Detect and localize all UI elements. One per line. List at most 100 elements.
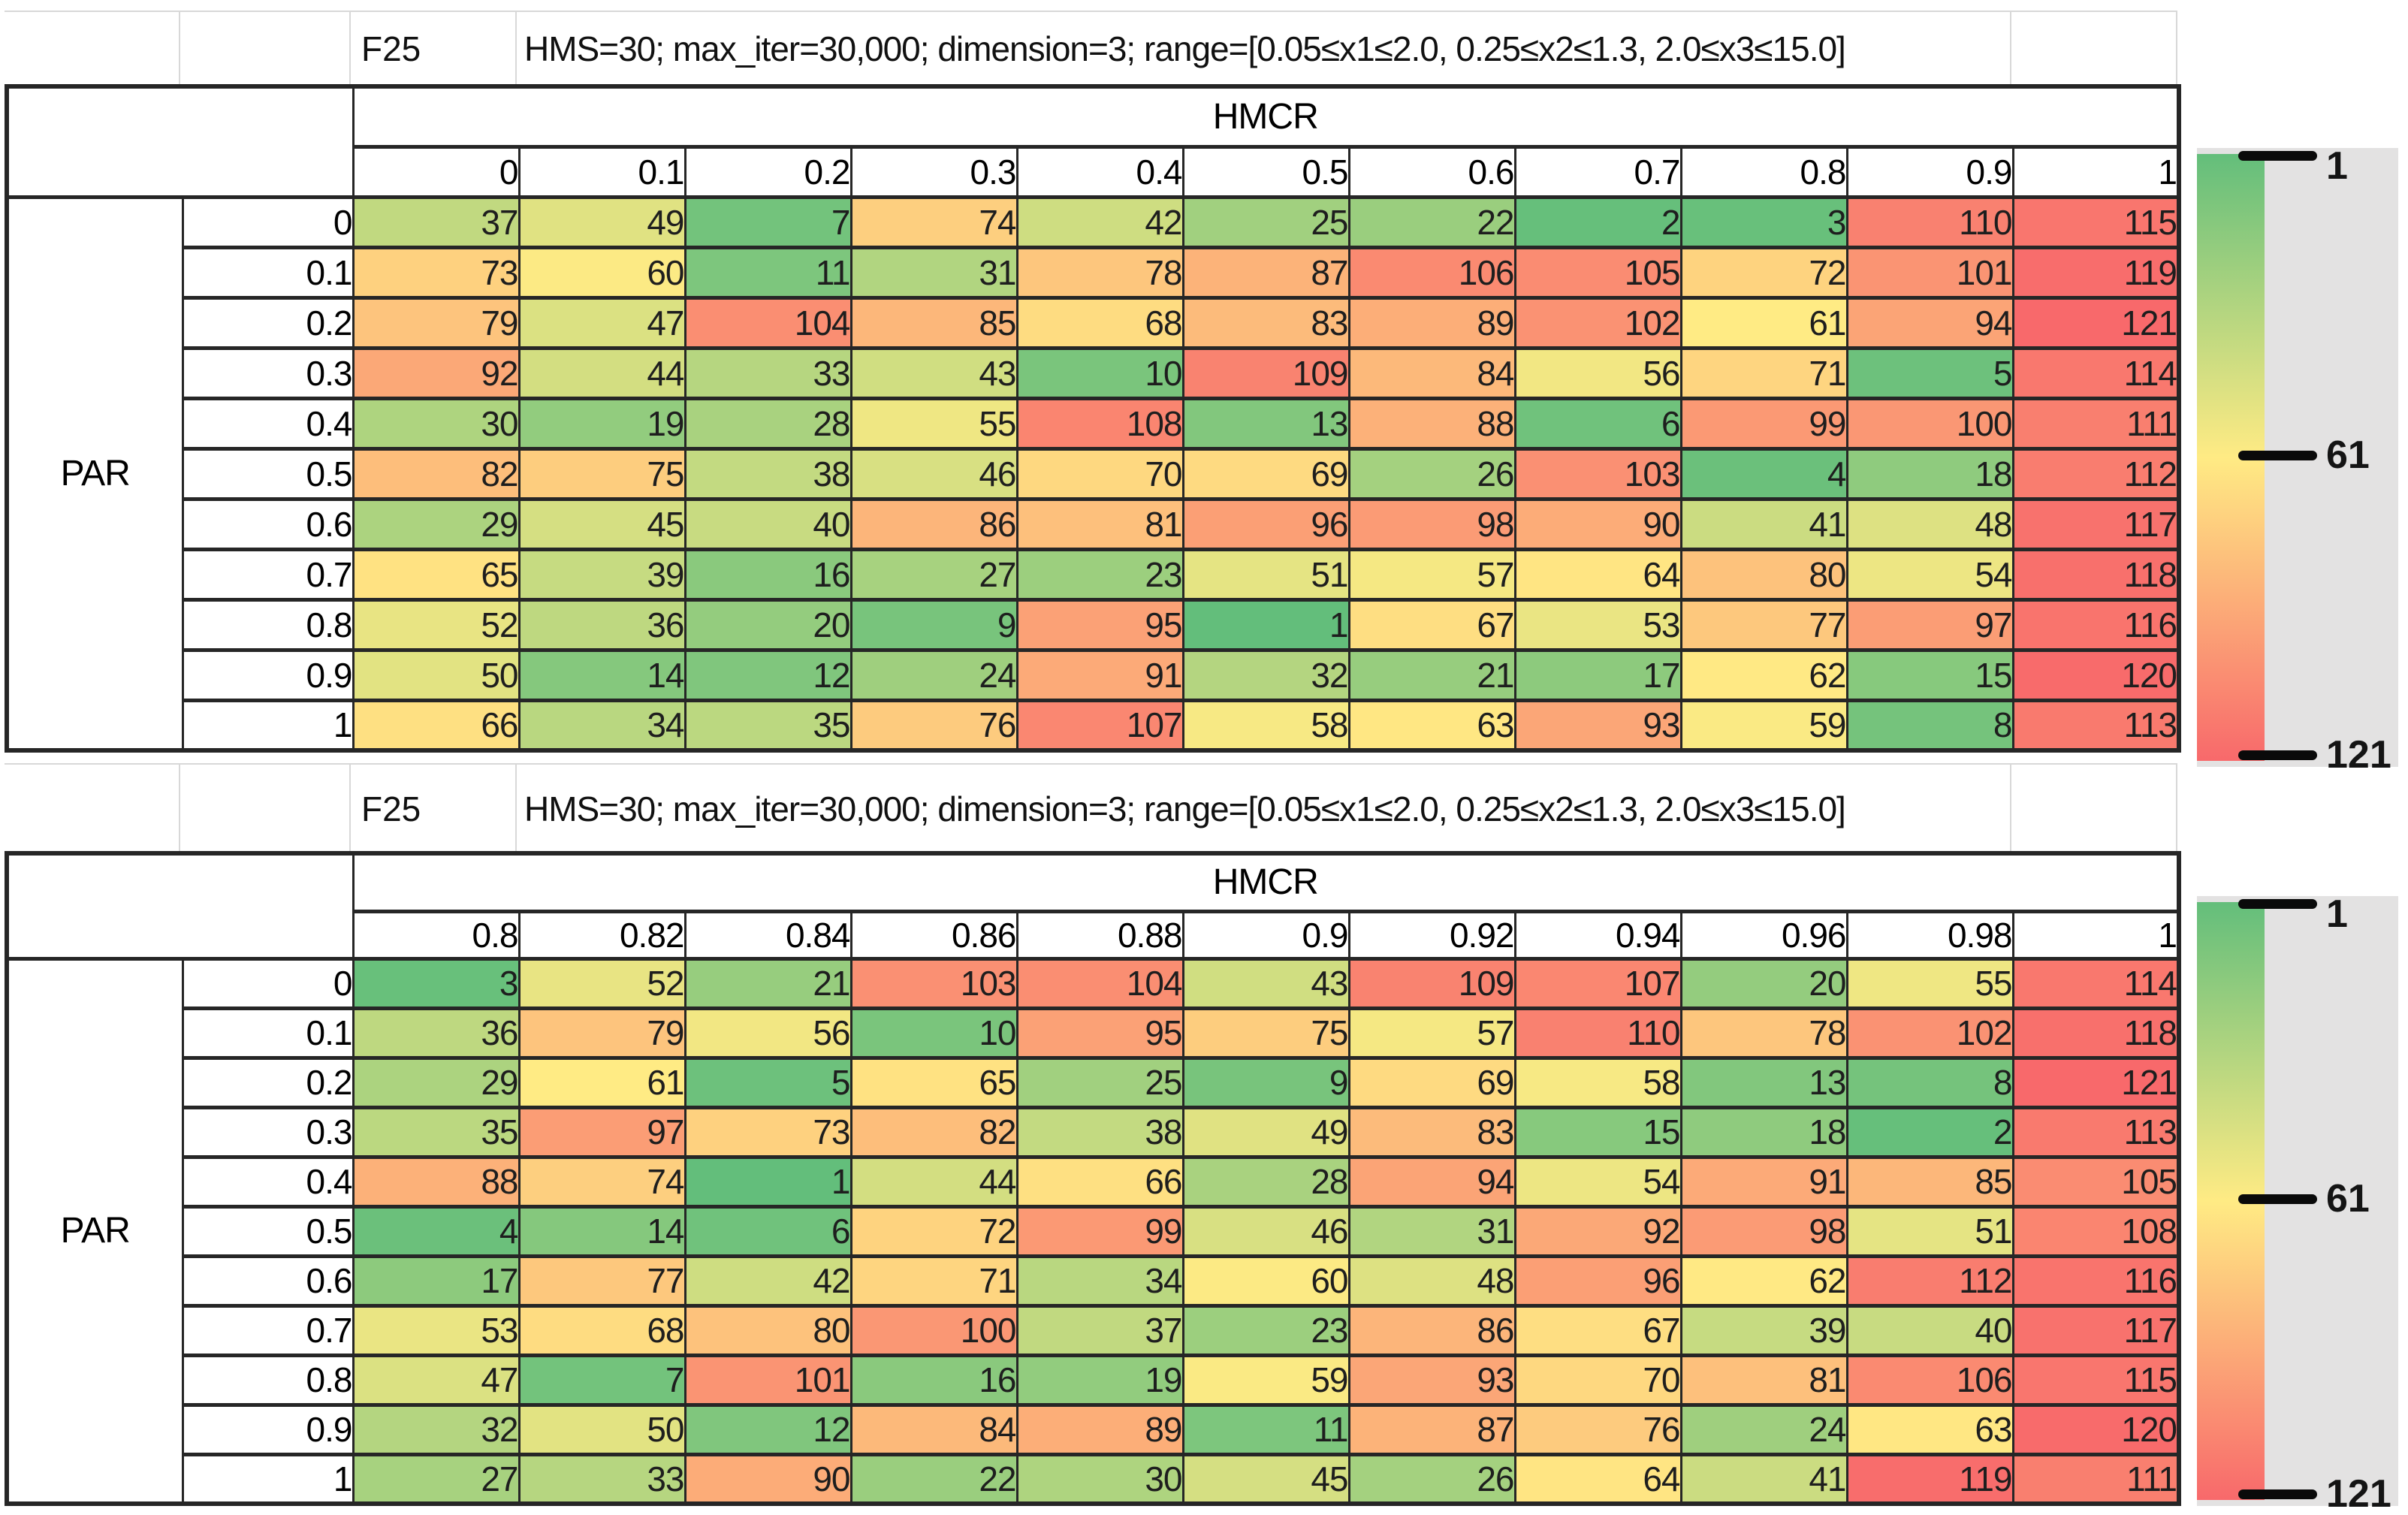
heatmap-cell: 100 [849, 1303, 1018, 1357]
heatmap-cell: 22 [1347, 195, 1516, 249]
heatmap-cell: 103 [1513, 446, 1682, 501]
col-header: 0.8 [352, 909, 521, 961]
heatmap-cell: 93 [1347, 1353, 1516, 1407]
heatmap-cell: 17 [1513, 647, 1682, 702]
row-header: 0.3 [181, 346, 355, 400]
heatmap-cell: 25 [1181, 195, 1350, 249]
col-header: 1 [2011, 144, 2180, 199]
heatmap-cell: 30 [1015, 1452, 1184, 1506]
heatmap-cell: 1 [1181, 597, 1350, 652]
row-header: 0.9 [181, 1402, 355, 1456]
heatmap-cell: 89 [1015, 1402, 1184, 1456]
heatmap-cell: 7 [683, 195, 852, 249]
heatmap-cell: 18 [1679, 1105, 1848, 1159]
heatmap-cell: 77 [1679, 597, 1848, 652]
heatmap-cell: 4 [1679, 446, 1848, 501]
heatmap-cell: 18 [1845, 446, 2014, 501]
heatmap-cell: 109 [1347, 956, 1516, 1010]
heatmap-cell: 81 [1679, 1353, 1848, 1407]
heatmap-cell: 46 [1181, 1204, 1350, 1258]
heatmap-cell: 100 [1845, 396, 2014, 451]
heatmap-cell: 75 [1181, 1006, 1350, 1060]
heatmap-cell: 33 [683, 346, 852, 400]
col-header: 0 [352, 144, 521, 199]
heatmap-cell: 29 [352, 1055, 521, 1109]
heatmap-cell: 28 [1181, 1154, 1350, 1209]
heatmap-cell: 85 [1845, 1154, 2014, 1209]
col-header: 0.82 [518, 909, 686, 961]
legend-tick-label-mid: 61 [2326, 433, 2370, 477]
row-header: 0.4 [181, 1154, 355, 1209]
heatmap-cell: 55 [849, 396, 1018, 451]
heatmap-cell: 68 [518, 1303, 686, 1357]
row-header: 1 [181, 1452, 355, 1506]
heatmap-cell: 96 [1181, 496, 1350, 551]
heatmap-cell: 80 [1679, 547, 1848, 602]
heatmap-cell: 121 [2011, 1055, 2180, 1109]
heatmap-cell: 86 [1347, 1303, 1516, 1357]
function-label-1: F25 [351, 12, 517, 86]
heatmap-cell: 16 [683, 547, 852, 602]
heatmap-cell: 34 [518, 698, 686, 753]
heatmap-cell: 119 [1845, 1452, 2014, 1506]
heatmap-cell: 56 [683, 1006, 852, 1060]
col-header: 0.1 [518, 144, 686, 199]
heatmap-cell: 116 [2011, 1254, 2180, 1308]
heatmap-cell: 27 [352, 1452, 521, 1506]
heatmap-cell: 20 [683, 597, 852, 652]
heatmap-cell: 48 [1347, 1254, 1516, 1308]
heatmap-cell: 110 [1513, 1006, 1682, 1060]
heatmap-cell: 106 [1845, 1353, 2014, 1407]
title-row-2: F25 HMS=30; max_iter=30,000; dimension=3… [5, 763, 2177, 853]
heatmap-cell: 16 [849, 1353, 1018, 1407]
heatmap-cell: 35 [683, 698, 852, 753]
heatmap-cell: 12 [683, 647, 852, 702]
heatmap-cell: 113 [2011, 698, 2180, 753]
heatmap-cell: 6 [683, 1204, 852, 1258]
heatmap-cell: 51 [1845, 1204, 2014, 1258]
heatmap-cell: 88 [352, 1154, 521, 1209]
heatmap-cell: 29 [352, 496, 521, 551]
heatmap-cell: 66 [352, 698, 521, 753]
heatmap-cell: 72 [849, 1204, 1018, 1258]
heatmap-cell: 63 [1845, 1402, 2014, 1456]
heatmap-cell: 37 [1015, 1303, 1184, 1357]
heatmap-cell: 30 [352, 396, 521, 451]
heatmap-cell: 3 [352, 956, 521, 1010]
heatmap-cell: 57 [1347, 547, 1516, 602]
heatmap-cell: 82 [352, 446, 521, 501]
heatmap-cell: 17 [352, 1254, 521, 1308]
row-header: 0.2 [181, 295, 355, 350]
heatmap-cell: 78 [1679, 1006, 1848, 1060]
heatmap-cell: 90 [683, 1452, 852, 1506]
heatmap-cell: 69 [1181, 446, 1350, 501]
heatmap-cell: 87 [1181, 245, 1350, 300]
col-header: 0.94 [1513, 909, 1682, 961]
row-header: 0.6 [181, 496, 355, 551]
heatmap-cell: 71 [1679, 346, 1848, 400]
heatmap-cell: 82 [849, 1105, 1018, 1159]
heatmap-cell: 62 [1679, 1254, 1848, 1308]
heatmap-cell: 60 [1181, 1254, 1350, 1308]
heatmap-cell: 23 [1181, 1303, 1350, 1357]
heatmap-cell: 44 [849, 1154, 1018, 1209]
heatmap-table-1: HMCR 0 0.1 0.2 0.3 0.4 0.5 0.6 0.7 0.8 0.9 1 PAR 0 37 4… [5, 84, 2181, 753]
heatmap-cell: 76 [1513, 1402, 1682, 1456]
heatmap-cell: 102 [1513, 295, 1682, 350]
heatmap-cell: 101 [1845, 245, 2014, 300]
heatmap-cell: 12 [683, 1402, 852, 1456]
legend-tick-min [2238, 899, 2317, 909]
heatmap-cell: 115 [2011, 195, 2180, 249]
heatmap-cell: 49 [1181, 1105, 1350, 1159]
row-header: 1 [181, 698, 355, 753]
empty-title-cell [180, 765, 351, 853]
heatmap-cell: 11 [1181, 1402, 1350, 1456]
heatmap-cell: 32 [352, 1402, 521, 1456]
heatmap-cell: 36 [518, 597, 686, 652]
legend-tick-label-max: 121 [2326, 733, 2391, 777]
legend-tick-max [2238, 750, 2317, 760]
heatmap-cell: 119 [2011, 245, 2180, 300]
heatmap-cell: 31 [1347, 1204, 1516, 1258]
legend-tick-max [2238, 1489, 2317, 1499]
